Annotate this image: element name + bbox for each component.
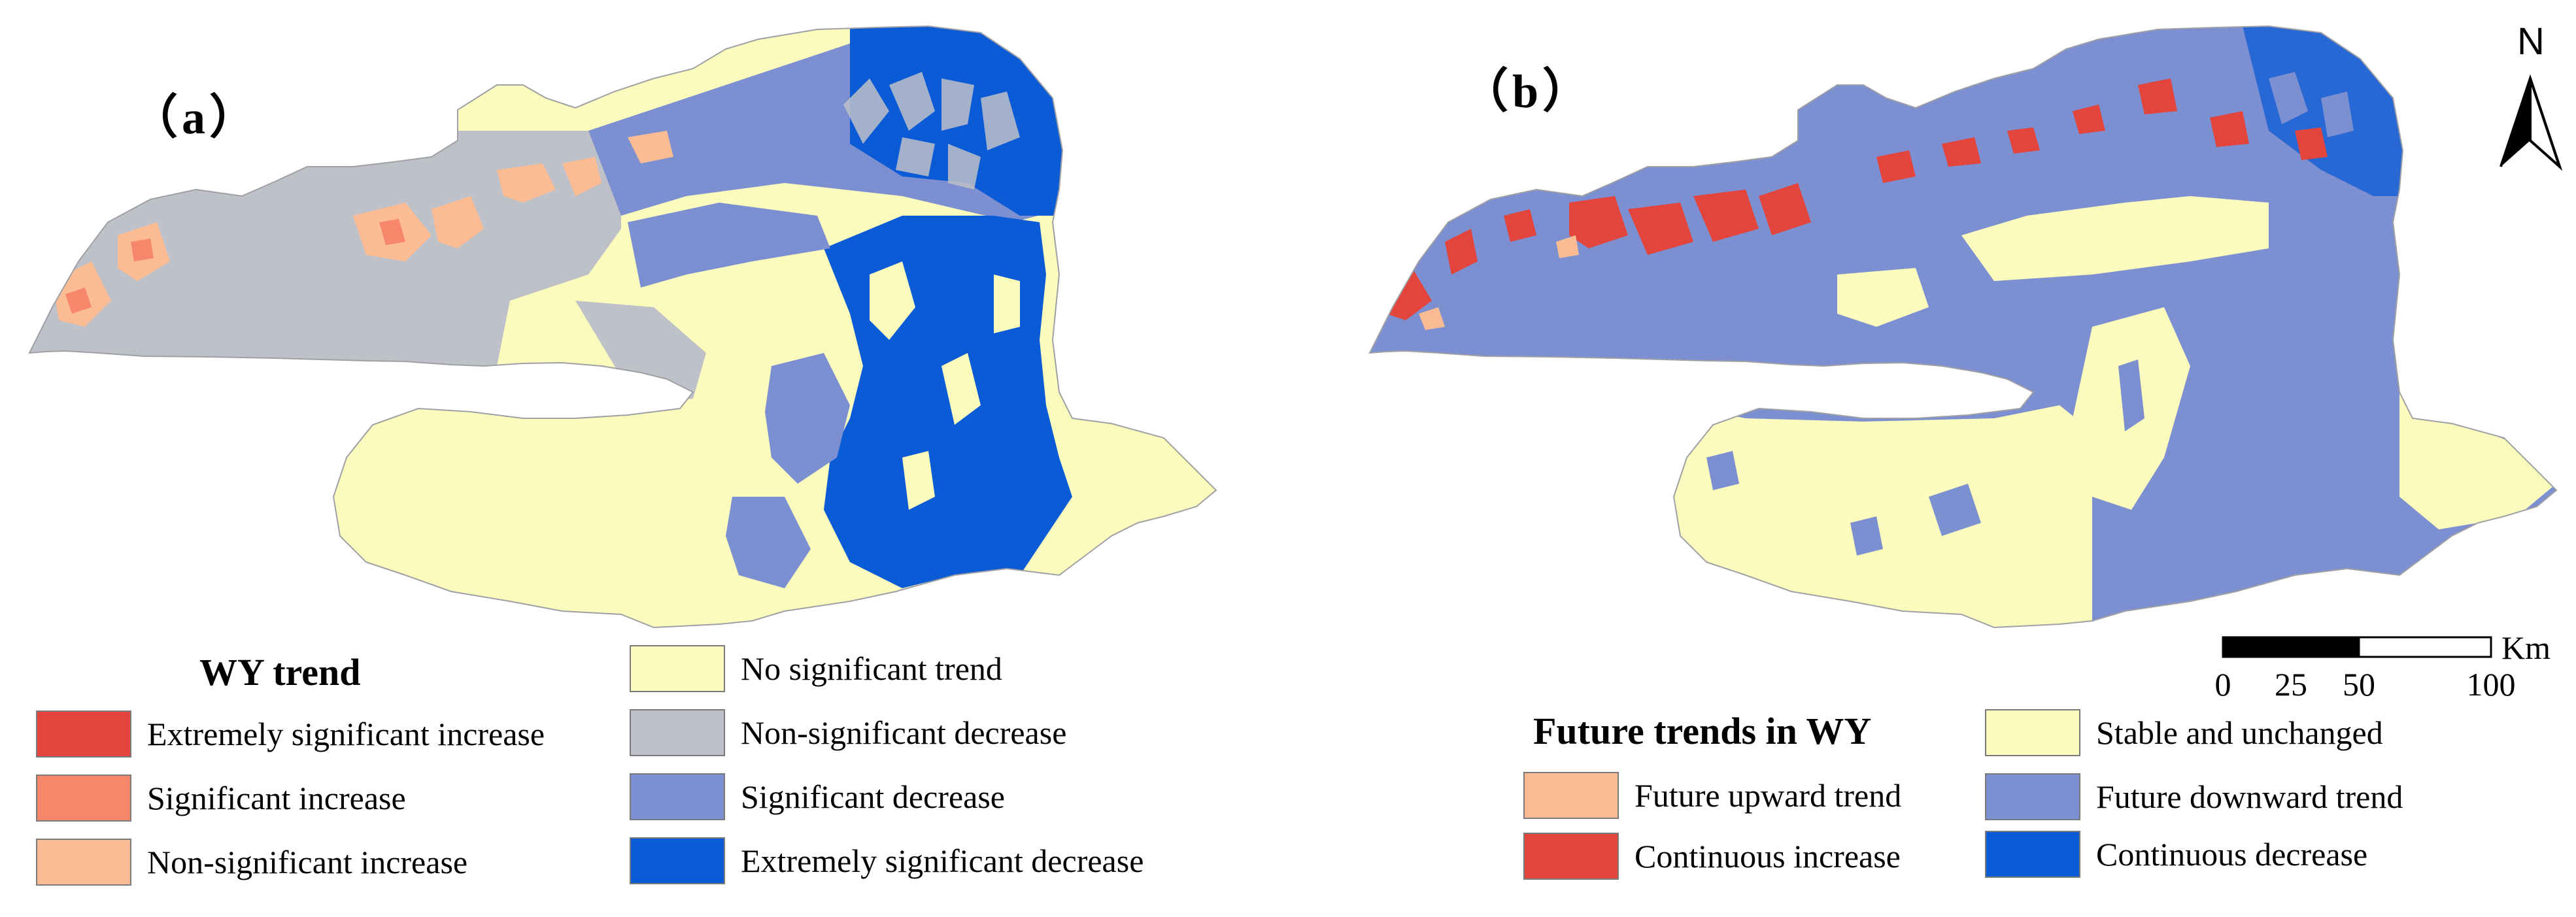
legend-a-swatch — [36, 710, 131, 758]
north-arrow-icon — [2500, 74, 2563, 171]
legend-a-item: Extremely significant increase — [36, 708, 545, 760]
scale-bar — [2222, 636, 2492, 658]
legend-a-title: WY trend — [199, 651, 361, 693]
legend-b-swatch — [1985, 773, 2080, 820]
scale-unit: Km — [2501, 629, 2551, 666]
legend-a-swatch — [630, 773, 725, 820]
legend-a-item: Non-significant increase — [36, 836, 467, 888]
legend-b-label: Continuous increase — [1635, 838, 1901, 875]
legend-a-swatch — [36, 839, 131, 886]
legend-a-label: Non-significant decrease — [741, 714, 1067, 751]
legend-b-swatch — [1985, 709, 2080, 756]
legend-b-item: Stable and unchanged — [1985, 707, 2383, 759]
legend-a-label: No significant trend — [741, 650, 1002, 687]
scale-segment-black — [2223, 637, 2359, 657]
panel-label-b: （b） — [1461, 65, 1594, 118]
scale-tick-50: 50 — [2343, 666, 2375, 703]
legend-a-swatch — [630, 645, 725, 692]
legend-a-swatch — [630, 709, 725, 756]
legend-b-label: Stable and unchanged — [2096, 714, 2383, 751]
legend-a-item: Extremely significant decrease — [630, 835, 1144, 887]
legend-a-item: Non-significant decrease — [630, 707, 1066, 759]
scale-tick-25: 25 — [2275, 666, 2307, 703]
legend-a-swatch — [630, 837, 725, 884]
legend-b-label: Future downward trend — [2096, 778, 2403, 815]
scale-tick-0: 0 — [2214, 666, 2231, 703]
panel-label-a: （a） — [131, 92, 261, 144]
legend-a-swatch — [36, 775, 131, 822]
legend-a-item: No significant trend — [630, 642, 1002, 695]
legend-a-label: Extremely significant increase — [147, 716, 545, 752]
legend-b-item: Future upward trend — [1523, 769, 1901, 822]
legend-b-item: Continuous decrease — [1985, 828, 2367, 880]
legend-a-label: Significant increase — [147, 780, 406, 816]
legend-b-label: Continuous decrease — [2096, 836, 2368, 873]
legend-b-item: Continuous increase — [1523, 830, 1901, 882]
legend-a-label: Extremely significant decrease — [741, 842, 1144, 879]
legend-b-title: Future trends in WY — [1533, 710, 1872, 752]
legend-b-swatch — [1985, 831, 2080, 878]
scale-tick-100: 100 — [2466, 666, 2516, 703]
legend-a-item: Significant increase — [36, 772, 406, 824]
legend-a-label: Significant decrease — [741, 778, 1005, 815]
legend-b-item: Future downward trend — [1985, 771, 2403, 823]
legend-a-label: Non-significant increase — [147, 844, 468, 880]
legend-a-item: Significant decrease — [630, 771, 1005, 823]
legend-b-label: Future upward trend — [1635, 777, 1902, 814]
legend-b-swatch — [1523, 772, 1619, 819]
scale-segment-white — [2358, 636, 2492, 658]
legend-b-swatch — [1523, 833, 1619, 880]
north-label: N — [2517, 20, 2545, 63]
